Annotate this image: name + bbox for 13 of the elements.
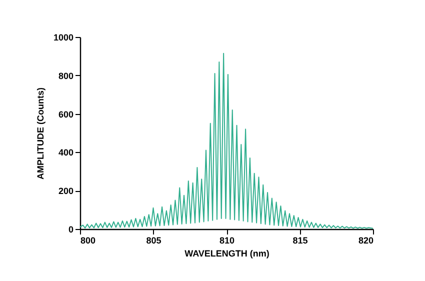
x-tick-label: 820 [358, 236, 374, 246]
y-tick-label: 400 [58, 148, 74, 158]
y-axis-title: AMPLITUDE (Counts) [35, 88, 46, 180]
y-tick-label: 800 [58, 70, 74, 81]
y-tick-label: 200 [58, 186, 74, 196]
y-tick-label: 1000 [53, 32, 74, 42]
x-axis-title: WAVELENGTH (nm) [184, 248, 270, 258]
x-tick-label: 810 [219, 236, 235, 246]
x-tick-label: 800 [80, 236, 96, 246]
x-tick-label: 815 [292, 236, 308, 246]
y-tick-label: 0 [68, 224, 74, 234]
x-tick-label: 805 [146, 236, 162, 246]
y-tick-label: 600 [58, 109, 74, 120]
